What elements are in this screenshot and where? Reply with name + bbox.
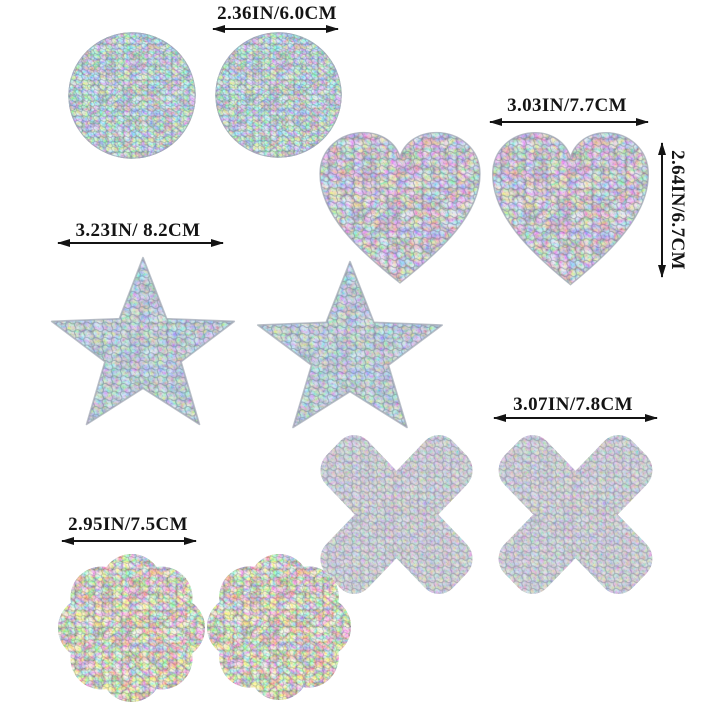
heart-width-label: 3.03IN/7.7CM bbox=[507, 95, 627, 116]
star-dimension-arrow bbox=[57, 239, 224, 247]
pasty-cross-left bbox=[312, 426, 481, 603]
pasty-flower-left bbox=[58, 554, 205, 702]
heart-height-arrow bbox=[658, 142, 666, 278]
star-size-label: 3.23IN/ 8.2CM bbox=[75, 220, 201, 241]
cross-size-label: 3.07IN/7.8CM bbox=[513, 394, 633, 415]
cross-dimension-arrow bbox=[493, 414, 658, 422]
pasty-heart-left bbox=[319, 131, 481, 284]
pasty-heart-right bbox=[491, 131, 650, 286]
pasty-flower-right bbox=[207, 554, 351, 700]
pasty-cross-right bbox=[490, 426, 661, 603]
circle-size-label: 2.36IN/6.0CM bbox=[217, 3, 337, 24]
flower-size-label: 2.95IN/7.5CM bbox=[68, 514, 188, 535]
pasty-circle-left bbox=[68, 32, 196, 159]
circle-dimension-arrow bbox=[212, 25, 339, 33]
pasty-circle-right bbox=[215, 32, 342, 158]
pasty-star-right bbox=[256, 260, 444, 429]
flower-dimension-arrow bbox=[61, 537, 197, 545]
heart-height-label: 2.64IN/6.7CM bbox=[667, 150, 688, 270]
heart-width-arrow bbox=[489, 118, 649, 126]
pasty-star-left bbox=[50, 256, 236, 426]
